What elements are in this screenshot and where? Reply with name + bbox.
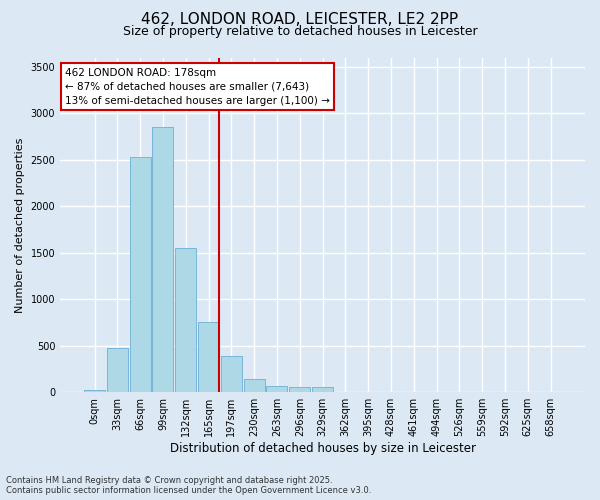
- Text: 462, LONDON ROAD, LEICESTER, LE2 2PP: 462, LONDON ROAD, LEICESTER, LE2 2PP: [142, 12, 458, 28]
- Bar: [289, 387, 310, 392]
- Text: Contains HM Land Registry data © Crown copyright and database right 2025.
Contai: Contains HM Land Registry data © Crown c…: [6, 476, 371, 495]
- Bar: [175, 248, 196, 392]
- Bar: [266, 386, 287, 392]
- Bar: [312, 387, 333, 392]
- X-axis label: Distribution of detached houses by size in Leicester: Distribution of detached houses by size …: [170, 442, 476, 455]
- Y-axis label: Number of detached properties: Number of detached properties: [15, 137, 25, 312]
- Text: Size of property relative to detached houses in Leicester: Size of property relative to detached ho…: [122, 25, 478, 38]
- Bar: [107, 348, 128, 392]
- Bar: [198, 322, 219, 392]
- Bar: [221, 356, 242, 392]
- Bar: [130, 157, 151, 392]
- Bar: [244, 379, 265, 392]
- Bar: [152, 127, 173, 392]
- Text: 462 LONDON ROAD: 178sqm
← 87% of detached houses are smaller (7,643)
13% of semi: 462 LONDON ROAD: 178sqm ← 87% of detache…: [65, 68, 330, 106]
- Bar: [84, 390, 105, 392]
